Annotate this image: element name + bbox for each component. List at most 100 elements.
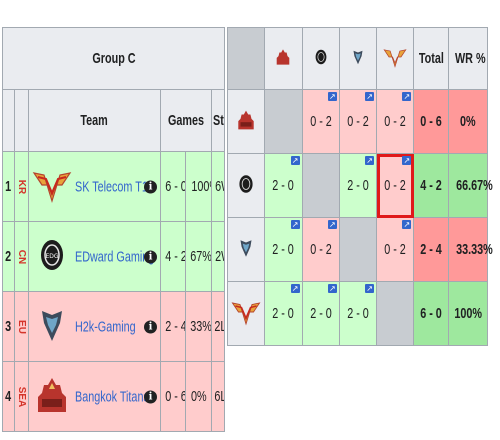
- matrix-row: 2 - 0 ↗ 2 - 0 ↗ 0 - 2 ↗ 4 - 2 66.67%: [226, 153, 492, 218]
- skt-logo-icon: [32, 165, 72, 209]
- matrix-self-cell: [338, 217, 378, 282]
- wr-cell: 100%: [447, 281, 489, 346]
- region-cell: CN: [14, 221, 29, 292]
- matrix-cell[interactable]: 2 - 0 ↗: [338, 281, 378, 346]
- matrix-self-cell: [376, 281, 415, 346]
- bkt-logo-icon: [277, 48, 290, 65]
- table-row: 3 EU H2k-Gaming i 2 - 4 33% 2L: [2, 291, 226, 362]
- edg-logo-icon: EDG: [32, 235, 72, 279]
- matrix-cell[interactable]: 0 - 2 ↗: [301, 89, 340, 154]
- info-icon[interactable]: i: [144, 390, 157, 403]
- games-percent: 100%: [185, 151, 212, 222]
- wr-cell: 33.33%: [447, 217, 492, 282]
- matrix-cell[interactable]: 0 - 2 ↗: [376, 89, 415, 154]
- team-cell: H2k-Gaming i: [28, 291, 161, 362]
- h2k-logo-icon: [32, 305, 72, 349]
- link-icon[interactable]: ↗: [365, 284, 375, 293]
- h2k-logo-icon: [353, 50, 363, 64]
- team-cell: EDG EDward Gaming i: [28, 221, 161, 292]
- team-link-bkt[interactable]: Bangkok Titans: [75, 388, 149, 405]
- rank-header: [2, 89, 15, 152]
- row-header-skt: [226, 281, 266, 346]
- streak-header: Str: [210, 89, 226, 152]
- edg-logo-icon: [315, 49, 327, 64]
- matrix-cell[interactable]: 0 - 2 ↗: [376, 217, 415, 282]
- streak-cell: 2W: [210, 221, 226, 292]
- matrix-self-cell: [264, 89, 303, 154]
- info-icon[interactable]: i: [144, 250, 157, 263]
- matrix-cell[interactable]: 2 - 0 ↗: [264, 217, 303, 282]
- games-header: Games: [160, 89, 212, 152]
- matrix-self-cell: [301, 153, 340, 218]
- col-header-h2k: [338, 27, 378, 90]
- table-row: 1 KR SK Telecom T1 i 6 - 0 100% 6W: [2, 151, 226, 222]
- wr-cell: 66.67%: [447, 153, 492, 218]
- rank-cell: 2: [2, 221, 15, 292]
- table-row: 2 CN EDG EDward Gaming i 4 - 2 67% 2W: [2, 221, 226, 292]
- rank-cell: 3: [2, 291, 15, 362]
- team-link-h2k[interactable]: H2k-Gaming: [75, 318, 136, 335]
- team-header: Team: [28, 89, 161, 152]
- team-cell: Bangkok Titans i: [28, 361, 161, 432]
- games-record: 2 - 4: [160, 291, 186, 362]
- link-icon[interactable]: ↗: [402, 92, 412, 101]
- link-icon[interactable]: ↗: [327, 284, 337, 293]
- col-header-edg: [301, 27, 340, 90]
- matrix-row: 0 - 2 ↗ 0 - 2 ↗ 0 - 2 ↗ 0 - 6 0%: [226, 89, 489, 154]
- info-icon[interactable]: i: [144, 320, 157, 333]
- matrix-cell[interactable]: 0 - 2 ↗: [301, 217, 340, 282]
- wr-cell: 0%: [447, 89, 489, 154]
- matrix-row: 2 - 0 ↗ 2 - 0 ↗ 2 - 0 ↗ 6 - 0 100%: [226, 281, 489, 346]
- link-icon[interactable]: ↗: [290, 220, 300, 229]
- bkt-logo-icon: [238, 110, 254, 129]
- bkt-logo-icon: [32, 375, 72, 419]
- team-link-skt[interactable]: SK Telecom T1: [75, 178, 148, 195]
- matrix-cell[interactable]: 2 - 0 ↗: [338, 153, 378, 218]
- team-cell: SK Telecom T1 i: [28, 151, 161, 222]
- matrix-cell[interactable]: 2 - 0 ↗: [264, 281, 303, 346]
- games-percent: 33%: [185, 291, 212, 362]
- col-header-skt: [376, 27, 415, 90]
- skt-logo-icon: [231, 301, 261, 326]
- info-icon[interactable]: i: [144, 180, 157, 193]
- wr-header: WR %: [447, 27, 489, 90]
- matrix-cell[interactable]: 2 - 0 ↗: [301, 281, 340, 346]
- matrix-cell-highlighted[interactable]: 0 - 2 ↗: [376, 153, 415, 218]
- matrix-row: 2 - 0 ↗ 0 - 2 ↗ 0 - 2 ↗ 2 - 4 33.33%: [226, 217, 492, 282]
- link-icon[interactable]: ↗: [327, 220, 337, 229]
- games-percent: 0%: [185, 361, 212, 432]
- col-header-bkt: [264, 27, 303, 90]
- standings-table: Group C Team Games Str 1 KR SK Telecom T…: [1, 27, 226, 432]
- row-header-edg: [226, 153, 266, 218]
- edg-logo-icon: [239, 174, 253, 193]
- streak-cell: 6W: [210, 151, 226, 222]
- team-link-edg[interactable]: EDward Gaming: [75, 248, 155, 265]
- row-header-h2k: [226, 217, 266, 282]
- link-icon[interactable]: ↗: [327, 92, 337, 101]
- link-icon[interactable]: ↗: [290, 156, 300, 165]
- matrix-cell[interactable]: 2 - 0 ↗: [264, 153, 303, 218]
- streak-cell: 6L: [210, 361, 226, 432]
- rank-cell: 1: [2, 151, 15, 222]
- head-to-head-matrix: Total WR % 0 - 2 ↗ 0 - 2 ↗ 0 - 2 ↗ 0 - 6 0%…: [226, 27, 492, 346]
- table-row: 4 SEA Bangkok Titans i 0 - 6 0% 6L: [2, 361, 226, 432]
- region-cell: EU: [14, 291, 29, 362]
- skt-logo-icon: [383, 48, 407, 68]
- streak-cell: 2L: [210, 291, 226, 362]
- group-title: Group C: [1, 27, 226, 90]
- games-record: 6 - 0: [160, 151, 186, 222]
- link-icon[interactable]: ↗: [402, 156, 412, 165]
- matrix-cell[interactable]: 0 - 2 ↗: [338, 89, 378, 154]
- h2k-logo-icon: [240, 239, 252, 257]
- total-cell: 2 - 4: [413, 217, 449, 282]
- link-icon[interactable]: ↗: [290, 284, 300, 293]
- total-header: Total: [413, 27, 449, 90]
- link-icon[interactable]: ↗: [365, 156, 375, 165]
- games-record: 4 - 2: [160, 221, 186, 292]
- total-cell: 6 - 0: [413, 281, 449, 346]
- link-icon[interactable]: ↗: [365, 92, 375, 101]
- rank-cell: 4: [2, 361, 15, 432]
- row-header-bkt: [226, 89, 266, 154]
- total-cell: 0 - 6: [413, 89, 449, 154]
- link-icon[interactable]: ↗: [402, 220, 412, 229]
